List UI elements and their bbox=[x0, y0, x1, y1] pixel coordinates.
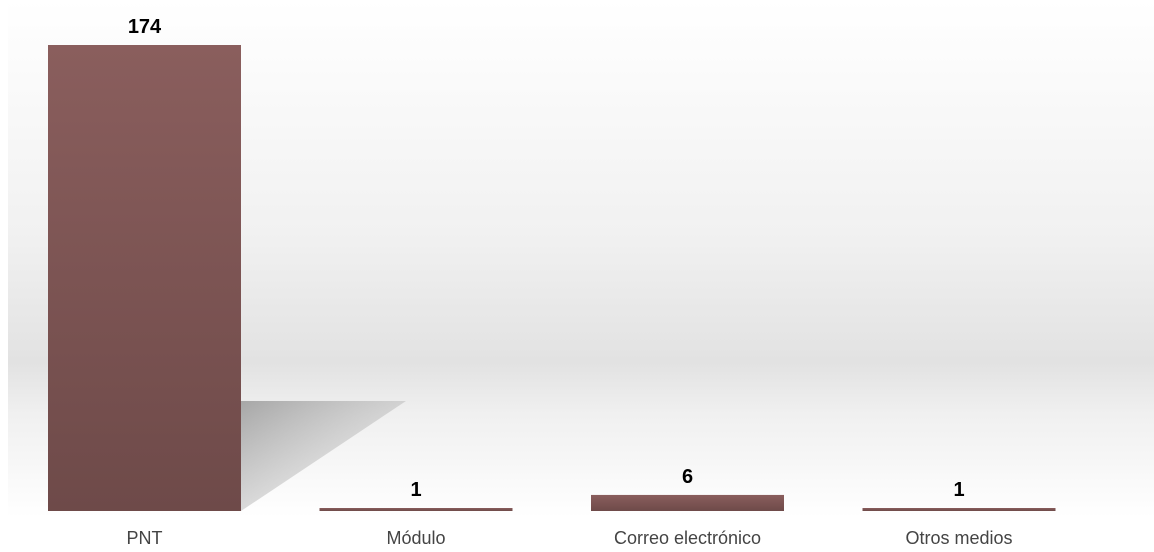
value-label-0: 174 bbox=[128, 16, 162, 38]
bar-módulo bbox=[319, 508, 513, 511]
category-label-1: Módulo bbox=[386, 528, 445, 548]
category-label-2: Correo electrónico bbox=[614, 528, 761, 548]
category-label-3: Otros medios bbox=[905, 528, 1012, 548]
bar-shadow-0 bbox=[241, 401, 406, 511]
value-label-1: 1 bbox=[410, 479, 421, 501]
bar-otros-medios bbox=[862, 508, 1056, 511]
bar-pnt bbox=[48, 45, 241, 511]
value-label-3: 1 bbox=[953, 479, 964, 501]
category-label-0: PNT bbox=[127, 528, 163, 548]
value-label-2: 6 bbox=[682, 466, 693, 488]
bar-correo-electrónico bbox=[591, 494, 784, 511]
